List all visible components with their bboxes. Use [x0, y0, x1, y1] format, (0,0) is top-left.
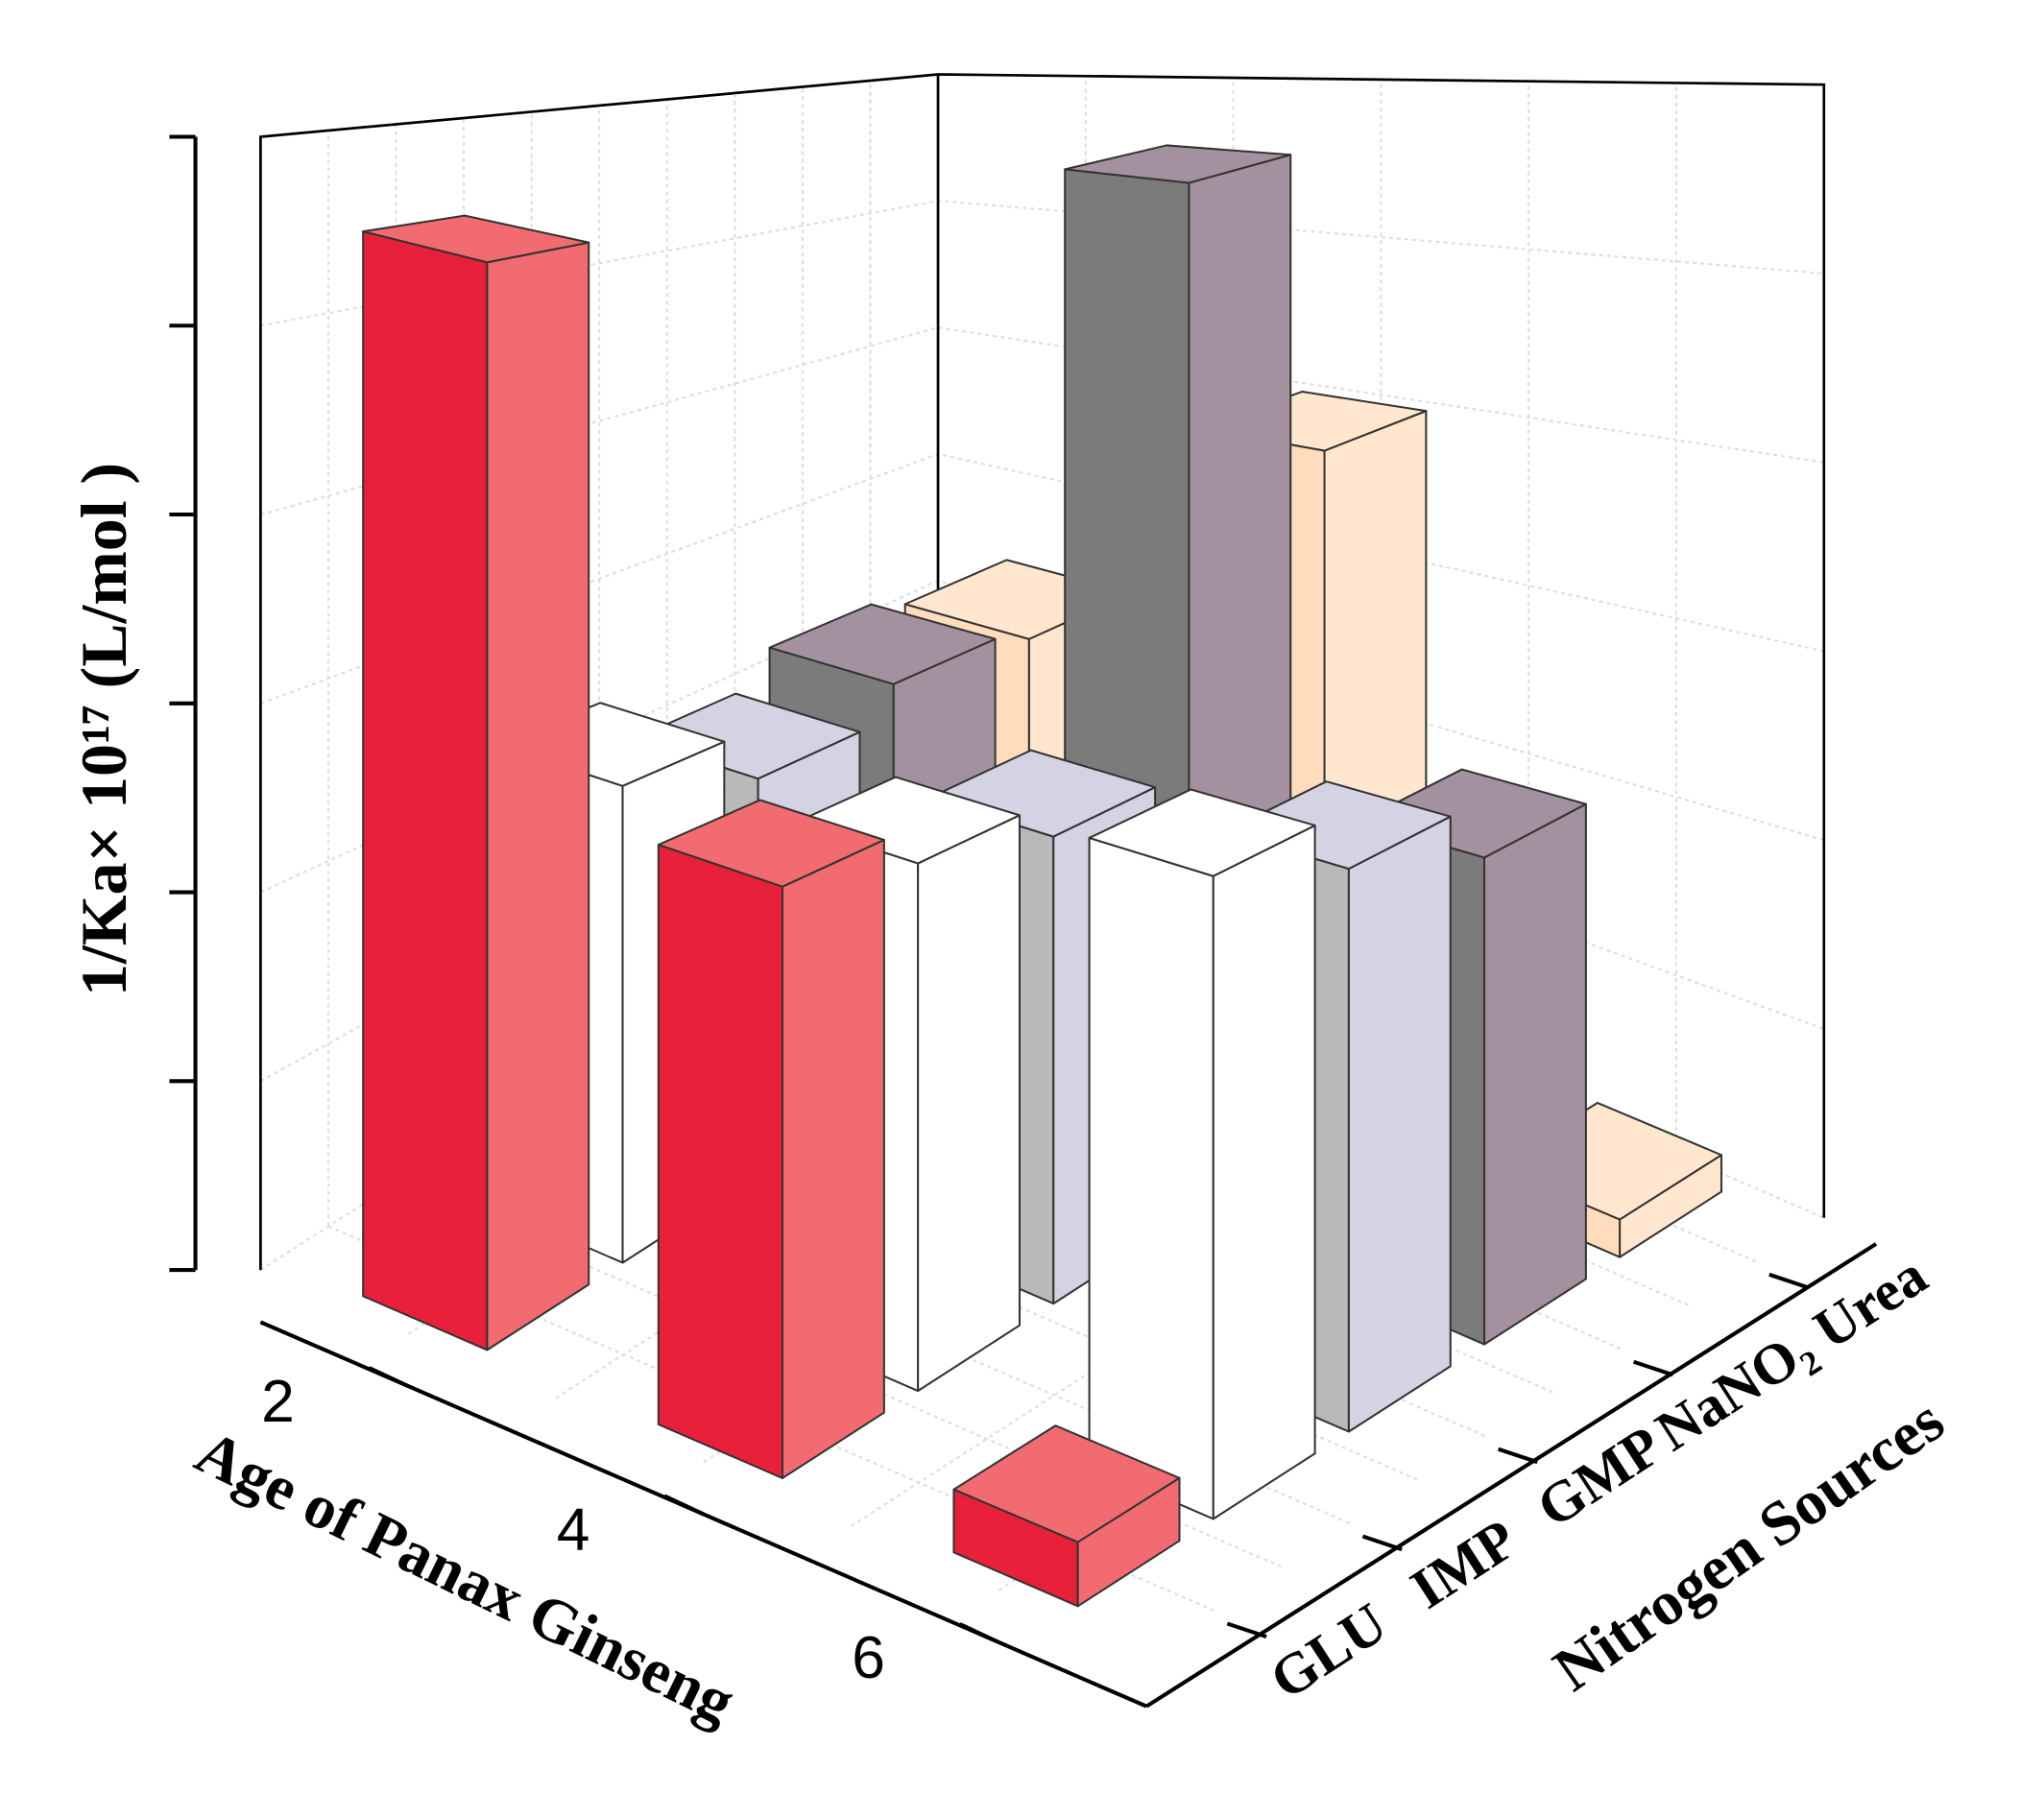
bar-side-face [1212, 824, 1316, 1520]
bar-top-face [657, 799, 885, 888]
bar [362, 214, 590, 1351]
y-tick-label: GLU [1259, 1591, 1397, 1711]
bar-top-face [1064, 144, 1292, 184]
y-tick-label: GMP [1526, 1414, 1672, 1540]
bar-top-face [1088, 788, 1316, 877]
x-tick [663, 1494, 705, 1517]
z-axis-title: 1/Ka× 10¹⁷ (L/mol ) [68, 463, 140, 996]
grid-line [260, 326, 1824, 515]
plot-area: 1/Ka× 10¹⁷ (L/mol ) Age of Panax Ginseng… [68, 73, 1957, 1738]
x-tick [958, 1622, 1000, 1644]
bar [657, 799, 885, 1479]
y-tick-label: IMP [1400, 1507, 1527, 1621]
grid-line [851, 1088, 1529, 1527]
x-tick [368, 1366, 410, 1388]
y-tick [1768, 1272, 1810, 1290]
y-tick [1226, 1621, 1267, 1639]
y-axis-title: Nitrogen Sources [1542, 1386, 1957, 1706]
bar-front-face [362, 230, 489, 1351]
bar-side-face [486, 241, 590, 1351]
x-tick-label: 2 [261, 1368, 295, 1435]
bar-top-face [362, 214, 590, 264]
y-tick [1633, 1359, 1674, 1377]
y-tick [1361, 1534, 1403, 1552]
bar-side-face [1483, 802, 1587, 1346]
bar-front-face [657, 843, 784, 1479]
bar [1088, 788, 1316, 1520]
y-tick-label: NaNO₂ [1645, 1316, 1824, 1464]
bar-side-face [1347, 815, 1452, 1433]
bar [952, 1424, 1181, 1608]
x-tick-label: 6 [852, 1624, 885, 1691]
bar-side-face [917, 814, 1022, 1393]
bar-side-face [781, 838, 885, 1479]
bar-front-face [1088, 836, 1214, 1520]
grid-line [260, 73, 1824, 138]
bar-top-face [952, 1424, 1181, 1543]
bar-top-face [768, 603, 997, 685]
y-tick-label: Urea [1803, 1243, 1938, 1361]
x-tick-label: 4 [557, 1495, 590, 1563]
y-axis [1145, 1242, 1878, 1709]
x-axis-title: Age of Panax Ginseng [185, 1418, 745, 1738]
y-tick [1497, 1447, 1538, 1465]
